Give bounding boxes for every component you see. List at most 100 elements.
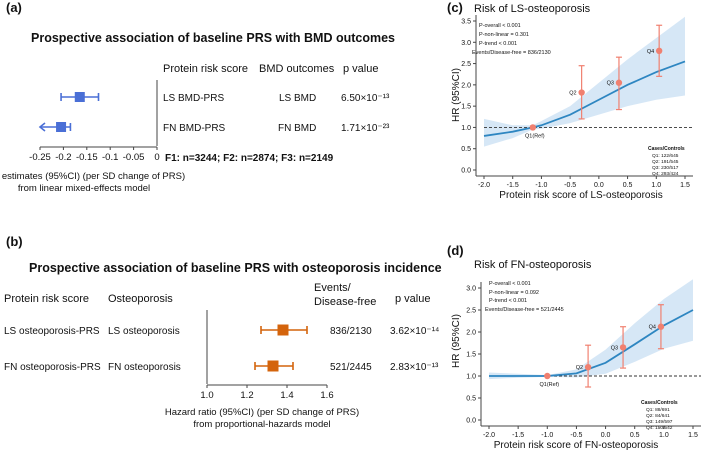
panel-a: (a) Prospective association of baseline … bbox=[0, 0, 395, 194]
panel-b-row-2-pvalue: 2.83×10⁻¹³ bbox=[390, 362, 439, 373]
panel-a-xlabel-2: from linear mixed-effects model bbox=[18, 183, 150, 194]
panel-d-stat-4: Events/Disease-free = 521/2445 bbox=[485, 307, 564, 313]
x-tick-label: 0.0 bbox=[601, 432, 611, 439]
x-tick-label: -2.0 bbox=[483, 432, 495, 439]
y-tick-label: 0.0 bbox=[461, 168, 471, 175]
panel-b-label: (b) bbox=[6, 234, 23, 249]
quartile-label: Q4 bbox=[649, 325, 656, 331]
x-tick-label: -0.25 bbox=[29, 152, 51, 163]
panel-c-plot: 0.0 0.5 1.0 1.5 2.0 2.5 3.0 3.5 -2.0 -1.5 -1.0 -0.5… bbox=[461, 15, 693, 189]
quartile-label: Q3 bbox=[611, 345, 618, 351]
panel-a-row-1-score: LS BMD-PRS bbox=[163, 93, 224, 104]
x-tick-label: -1.0 bbox=[541, 432, 553, 439]
y-tick-label: 3.5 bbox=[461, 19, 471, 26]
x-tick-label: 1.0 bbox=[651, 182, 661, 189]
quartile-point bbox=[615, 79, 623, 86]
panel-a-row-2-outcome: FN BMD bbox=[278, 123, 316, 134]
y-tick-label: 0.5 bbox=[461, 146, 471, 153]
panel-d-legend-q1: Q1: 88/691 bbox=[646, 407, 670, 413]
point-estimate bbox=[74, 92, 85, 102]
panel-b-row-2-score: FN osteoporosis-PRS bbox=[4, 362, 101, 373]
panel-c-stat-2: P-non-linear = 0.301 bbox=[479, 32, 529, 38]
panel-d-plot: 0.0 0.5 1.0 1.5 2.0 2.5 3.0 -2.0 -1.5 -1.0 -0.5 0.0… bbox=[466, 279, 701, 439]
quartile-point bbox=[655, 47, 663, 54]
panel-c-title: Risk of LS-osteoporosis bbox=[474, 3, 591, 15]
quartile-point bbox=[657, 323, 665, 330]
panel-a-col-outcome: BMD outcomes bbox=[259, 63, 335, 75]
panel-b-col-score: Protein risk score bbox=[4, 293, 89, 305]
x-tick-label: -1.5 bbox=[512, 432, 524, 439]
panel-a-label: (a) bbox=[6, 0, 22, 15]
y-tick-label: 3.0 bbox=[466, 286, 476, 293]
panel-c-stat-3: P-trend < 0.001 bbox=[479, 41, 517, 47]
panel-c-legend-title: Cases/Controls bbox=[648, 146, 685, 152]
panel-b-x-ticks: 1.0 1.2 1.4 1.6 bbox=[200, 385, 334, 401]
x-tick-label: -1.5 bbox=[507, 182, 519, 189]
x-tick-label: 1.5 bbox=[680, 182, 690, 189]
panel-b-row-1-score: LS osteoporosis-PRS bbox=[4, 326, 100, 337]
quartile-label: Q1(Ref) bbox=[540, 382, 560, 388]
y-tick-label: 2.0 bbox=[461, 82, 471, 89]
panel-b-row-2-events: 521/2445 bbox=[330, 362, 372, 373]
panel-a-row-1-outcome: LS BMD bbox=[279, 93, 316, 104]
quartile-point bbox=[619, 344, 627, 351]
x-tick-label: 1.6 bbox=[320, 390, 333, 401]
panel-d-legend-title: Cases/Controls bbox=[641, 400, 678, 406]
panel-c-legend-q2: Q2: 191/545 bbox=[652, 159, 679, 165]
x-tick-label: -1.0 bbox=[535, 182, 547, 189]
panel-d-title: Risk of FN-osteoporosis bbox=[474, 259, 592, 271]
y-tick-label: 1.0 bbox=[466, 374, 476, 381]
quartile-label: Q4 bbox=[647, 49, 654, 55]
panel-b-row-1-events: 836/2130 bbox=[330, 326, 372, 337]
panel-a-marks bbox=[38, 92, 100, 132]
panel-a-footnote: F1: n=3244; F2: n=2874; F3: n=2149 bbox=[165, 153, 334, 164]
x-tick-label: -0.05 bbox=[123, 152, 145, 163]
panel-d-legend-q2: Q2: 84/641 bbox=[646, 413, 670, 419]
panel-b-col-outcome: Osteoporosis bbox=[108, 293, 173, 305]
panel-a-col-score: Protein risk score bbox=[163, 63, 248, 75]
panel-d-stat-2: P-non-linear = 0.092 bbox=[489, 290, 539, 296]
panel-a-row-2-pvalue: 1.71×10⁻²³ bbox=[341, 123, 390, 134]
panel-c-stat-4: Events/Disease-free = 836/2130 bbox=[472, 50, 551, 56]
panel-b-row-1-pvalue: 3.62×10⁻¹⁴ bbox=[390, 326, 439, 337]
panel-d-stat-3: P-trend < 0.001 bbox=[489, 298, 527, 304]
panel-a-col-pvalue: p value bbox=[343, 63, 378, 75]
quartile-label: Q2 bbox=[569, 91, 576, 97]
point-estimate bbox=[56, 122, 67, 132]
panel-b: (b) Prospective association of baseline … bbox=[4, 234, 442, 430]
x-tick-label: 0.5 bbox=[623, 182, 633, 189]
y-tick-label: 1.5 bbox=[466, 352, 476, 359]
panel-b-col-events-1: Events/ bbox=[314, 282, 352, 294]
panel-a-row-1-pvalue: 6.50×10⁻¹³ bbox=[341, 93, 390, 104]
x-tick-label: 0.5 bbox=[630, 432, 640, 439]
y-tick-label: 0.5 bbox=[466, 396, 476, 403]
panel-c-label: (c) bbox=[447, 0, 463, 15]
panel-d-legend-q3: Q3: 149/597 bbox=[646, 419, 673, 425]
x-tick-label: 1.4 bbox=[280, 390, 293, 401]
quartile-point bbox=[529, 124, 537, 131]
quartile-point bbox=[584, 364, 592, 371]
panel-d-xlabel: Protein risk score of FN-osteoporosis bbox=[494, 440, 659, 451]
panel-c-ylabel: HR (95%CI) bbox=[451, 68, 462, 122]
y-tick-label: 2.5 bbox=[466, 308, 476, 315]
y-tick-label: 2.0 bbox=[466, 330, 476, 337]
y-tick-label: 0.0 bbox=[466, 418, 476, 425]
panel-b-row-1-outcome: LS osteoporosis bbox=[108, 326, 180, 337]
quartile-label: Q3 bbox=[607, 81, 614, 87]
x-tick-label: -0.2 bbox=[55, 152, 71, 163]
panel-d-ylabel: HR (95%CI) bbox=[451, 314, 462, 368]
panel-d-stat-1: P-overall < 0.001 bbox=[489, 281, 531, 287]
x-tick-label: 1.5 bbox=[688, 432, 698, 439]
x-tick-label: 1.2 bbox=[240, 390, 253, 401]
point-estimate bbox=[277, 324, 289, 336]
x-tick-label: -0.5 bbox=[564, 182, 576, 189]
panel-b-col-events-2: Disease-free bbox=[314, 296, 376, 308]
x-tick-label: 1.0 bbox=[659, 432, 669, 439]
x-tick-label: -0.5 bbox=[570, 432, 582, 439]
panel-b-title: Prospective association of baseline PRS … bbox=[29, 261, 442, 275]
panel-c-stat-1: P-overall < 0.001 bbox=[479, 23, 521, 29]
panel-a-row-2-score: FN BMD-PRS bbox=[163, 123, 226, 134]
ci-arrow bbox=[38, 122, 46, 132]
panel-c-legend-q1: Q1: 122/645 bbox=[652, 153, 679, 159]
panel-b-marks bbox=[254, 324, 308, 372]
